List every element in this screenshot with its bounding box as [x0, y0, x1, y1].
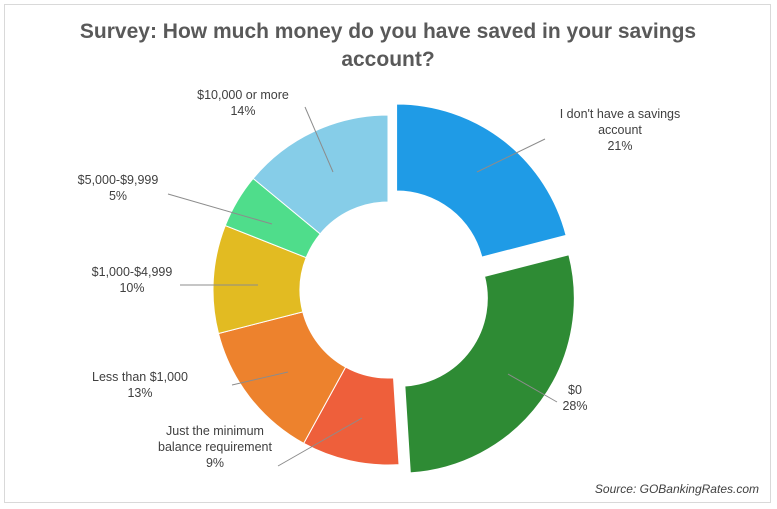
chart-title-line-2: account?: [341, 48, 434, 71]
slice-value-label-6: 14%: [230, 104, 255, 118]
leader-line-5: [167, 193, 273, 225]
donut-slices: [212, 103, 575, 474]
slice-category-label-5: $5,000-$9,999: [78, 173, 159, 187]
slice-value-label-0: 21%: [607, 139, 632, 153]
slice-category-label-6: $10,000 or more: [197, 88, 289, 102]
slice-label-3: Less than $1,000 13%: [92, 370, 188, 400]
slice-labels: I don't have a savings account 21%$0 28%Jus…: [78, 88, 681, 470]
leader-line-6: [304, 106, 334, 173]
slice-value-label-2: 9%: [206, 456, 224, 470]
slice-label-1: $0 28%: [562, 383, 587, 413]
slice-label-0: I don't have a savings account 21%: [560, 107, 681, 153]
slice-category-label-4: $1,000-$4,999: [92, 265, 173, 279]
slice-category-label-0: account: [598, 123, 642, 137]
slice-label-2: Just the minimum balance requirement 9%: [158, 424, 272, 470]
chart-title-line-1: Survey: How much money do you have saved…: [80, 20, 696, 43]
slice-label-5: $5,000-$9,999 5%: [78, 173, 159, 203]
slice-category-label-0: I don't have a savings: [560, 107, 681, 121]
slice-value-label-3: 13%: [127, 386, 152, 400]
leader-line-0: [476, 138, 546, 173]
slice-value-label-5: 5%: [109, 189, 127, 203]
leader-line-2: [277, 417, 363, 467]
slice-6: [252, 114, 389, 235]
slice-0: [396, 103, 567, 258]
source-note: Source: GOBankingRates.com: [595, 482, 759, 496]
leader-line-1: [507, 373, 558, 403]
slice-label-6: $10,000 or more 14%: [197, 88, 289, 118]
leader-lines: [167, 106, 558, 467]
slice-label-4: $1,000-$4,999 10%: [92, 265, 173, 295]
slice-category-label-2: balance requirement: [158, 440, 272, 454]
chart-title: Survey: How much money do you have saved…: [80, 20, 696, 71]
slice-1: [404, 254, 575, 474]
slice-category-label-2: Just the minimum: [166, 424, 264, 438]
slice-category-label-1: $0: [568, 383, 582, 397]
slice-category-label-3: Less than $1,000: [92, 370, 188, 384]
slice-value-label-4: 10%: [119, 281, 144, 295]
leader-line-3: [231, 371, 289, 386]
slice-value-label-1: 28%: [562, 399, 587, 413]
